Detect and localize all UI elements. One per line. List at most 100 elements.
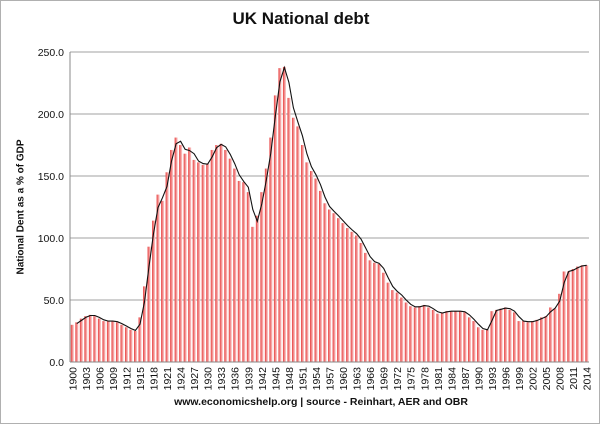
bar-1987 [463,312,467,362]
x-tick-label: 1948 [284,367,296,391]
x-tick-label: 1999 [514,367,526,391]
bar-1938 [242,182,246,362]
bar-1979 [427,307,431,362]
bar-1951 [300,145,305,362]
bar-1967 [373,262,377,362]
bar-1941 [255,215,259,362]
bar-1983 [445,311,449,362]
bar-1977 [418,306,422,362]
x-tick-label: 2005 [541,367,553,391]
x-tick-label: 1972 [392,367,404,391]
bar-1973 [400,297,404,362]
bar-1950 [296,126,300,363]
bar-1986 [458,311,463,362]
bar-1934 [224,149,228,362]
x-tick-label: 1918 [148,367,160,391]
bar-1914 [133,331,138,362]
bar-1993 [490,311,494,362]
bar-2011 [571,269,575,362]
x-tick-label: 1912 [121,367,133,391]
bar-1981 [436,313,440,362]
y-tick-label: 0.0 [49,357,64,369]
bar-1913 [129,329,133,362]
bar-1991 [481,329,485,362]
x-tick-label: 1915 [135,367,147,391]
bar-1902 [79,318,83,362]
x-tick-label: 1933 [216,367,228,391]
bar-1971 [391,290,395,362]
bar-1944 [269,137,273,362]
chart-title: UK National debt [232,9,370,28]
bar-1959 [337,218,341,362]
bar-1976 [413,307,417,362]
bar-1998 [513,312,517,362]
bar-1931 [210,149,214,362]
x-tick-label: 1927 [189,367,201,391]
x-tick-label: 1945 [270,367,282,391]
bar-2001 [526,322,530,362]
bar-1953 [310,171,314,362]
x-tick-label: 1966 [365,367,377,391]
bar-1924 [179,145,183,362]
bar-1911 [120,324,124,362]
x-tick-label: 2011 [568,367,580,390]
bar-1970 [386,282,390,362]
bar-1990 [476,327,481,362]
bar-1997 [508,309,512,362]
bar-1925 [183,153,187,362]
x-tick-label: 1993 [487,367,499,391]
bar-1966 [368,260,372,362]
bar-1929 [201,164,205,362]
bar-1917 [147,246,151,362]
x-tick-label: 1951 [297,367,309,391]
x-tick-label: 1921 [162,367,174,391]
bar-1956 [323,203,327,362]
bar-1943 [264,168,268,362]
bar-1960 [341,223,345,362]
x-tick-label: 1987 [460,367,472,391]
bar-1963 [355,235,359,362]
y-tick-label: 200.0 [38,109,64,121]
bar-2010 [567,271,571,362]
x-tick-label: 2014 [582,367,594,391]
bar-2006 [549,307,553,362]
bar-1923 [174,137,178,362]
x-tick-label: 1906 [94,367,106,391]
bar-1965 [364,252,368,362]
bar-1909 [111,321,115,362]
bar-1915 [138,317,142,362]
x-tick-label: 1903 [81,367,93,391]
bar-1945 [273,95,277,363]
bar-1936 [233,168,237,362]
bar-1928 [197,162,201,362]
bar-1980 [431,309,435,362]
y-tick-label: 250.0 [38,47,64,59]
chart-footer-source: www.economicshelp.org | source - Reinhar… [174,396,468,408]
bar-1940 [251,226,255,362]
bar-1988 [467,317,472,362]
bar-1939 [246,192,250,362]
bar-1964 [359,242,363,362]
bar-1900 [70,324,74,362]
bar-1955 [319,190,323,362]
x-tick-label: 1924 [176,367,188,391]
bar-2007 [553,308,557,362]
bar-1919 [156,194,160,362]
bar-1946 [278,68,282,363]
y-tick-label: 100.0 [38,233,64,245]
trend-line [76,65,587,332]
bar-1930 [206,163,210,362]
bar-1921 [165,172,169,362]
bar-1992 [486,329,490,362]
bar-1974 [404,302,408,362]
bar-1954 [314,178,318,362]
bar-1957 [328,209,332,362]
bar-1984 [449,311,453,362]
bar-1969 [382,272,386,362]
y-tick-label: 50.0 [44,295,65,307]
x-tick-label: 1900 [67,367,79,391]
bar-2002 [531,321,535,362]
bar-1949 [291,117,296,362]
